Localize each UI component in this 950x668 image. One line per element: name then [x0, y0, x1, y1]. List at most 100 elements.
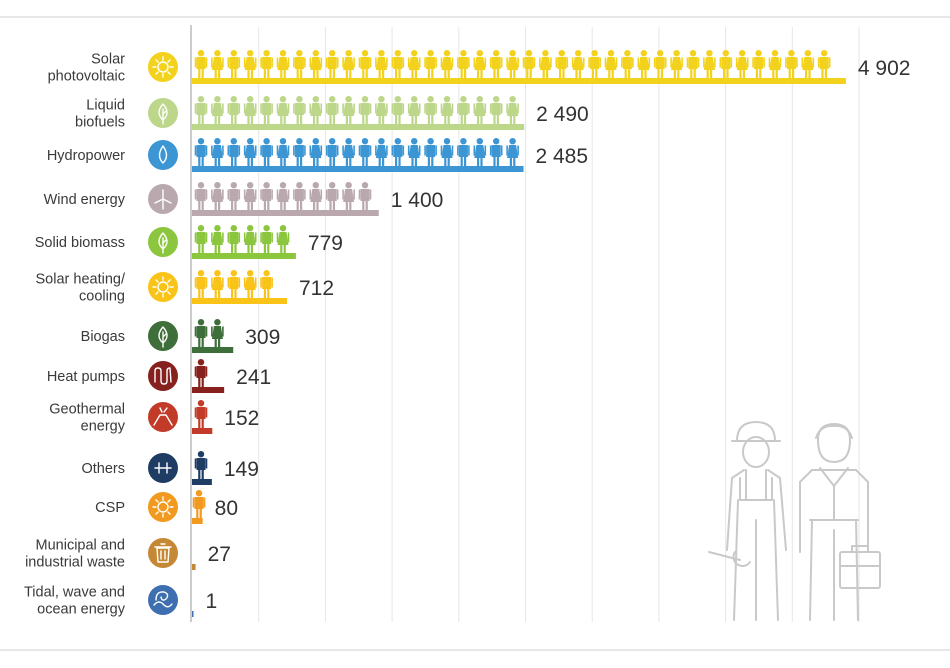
- person-icon: [457, 138, 470, 166]
- person-icon: [817, 50, 831, 78]
- bar: [192, 166, 524, 172]
- person-icon: [325, 182, 339, 210]
- person-icon: [194, 319, 208, 347]
- value-label: 152: [224, 407, 259, 430]
- value-label: 2 490: [536, 103, 589, 126]
- person-icon: [424, 138, 437, 166]
- person-icon: [227, 182, 241, 210]
- person-icon: [506, 138, 519, 166]
- person-icon: [243, 225, 257, 253]
- category-label: cooling: [79, 289, 125, 305]
- category-label: Wind energy: [44, 192, 126, 208]
- value-label: 309: [245, 326, 280, 349]
- person-icon: [555, 50, 569, 78]
- person-icon: [309, 96, 323, 124]
- water-drop-icon-glyph: [158, 145, 168, 164]
- person-icon: [260, 50, 273, 78]
- person-icon: [293, 182, 306, 210]
- leaf-icon-glyph: [158, 232, 168, 254]
- person-icon: [194, 400, 208, 428]
- volcano-icon-glyph: [153, 407, 173, 426]
- person-icon: [473, 50, 487, 78]
- person-icon: [260, 225, 273, 253]
- person-icon: [539, 50, 552, 78]
- person-icon: [391, 96, 405, 124]
- person-icon: [260, 96, 273, 124]
- person-icon: [194, 50, 208, 78]
- person-icon: [719, 50, 733, 78]
- person-icon: [735, 50, 749, 78]
- person-icon: [407, 50, 421, 78]
- bar: [192, 253, 296, 259]
- sun-icon-glyph: [152, 276, 174, 298]
- category-label: CSP: [95, 500, 125, 516]
- value-label: 4 902: [858, 57, 911, 80]
- bar: [192, 518, 203, 524]
- value-label: 779: [308, 232, 343, 255]
- bar-row: Wind energy 1 400: [44, 182, 443, 216]
- person-icon: [293, 50, 306, 78]
- bar: [192, 298, 287, 304]
- category-label: ocean energy: [37, 602, 126, 618]
- water-drop-icon: [148, 140, 178, 170]
- person-icon: [358, 182, 372, 210]
- heat-coil-icon: [148, 361, 178, 391]
- person-icon: [522, 50, 536, 78]
- person-icon: [325, 96, 339, 124]
- heat-coil-icon-glyph: [154, 367, 172, 385]
- person-icon: [211, 319, 224, 347]
- person-icon: [325, 50, 339, 78]
- category-label: Tidal, wave and: [24, 585, 125, 601]
- plus-minus-icon-glyph: [154, 462, 172, 474]
- person-icon: [375, 138, 388, 166]
- sun-icon-glyph: [152, 496, 174, 518]
- person-icon: [293, 138, 306, 166]
- person-icon: [440, 96, 454, 124]
- category-label: Geothermal: [49, 402, 125, 418]
- category-label: energy: [81, 419, 126, 435]
- person-icon: [391, 50, 405, 78]
- person-icon: [571, 50, 585, 78]
- bar: [192, 611, 194, 617]
- person-icon: [375, 50, 388, 78]
- person-icon: [375, 96, 388, 124]
- leaf-icon-glyph: [158, 326, 168, 348]
- bar-row: Solid biomass 779: [35, 225, 343, 259]
- value-label: 80: [215, 497, 238, 520]
- person-icon: [243, 138, 257, 166]
- person-icon: [588, 50, 601, 78]
- value-label: 2 485: [535, 145, 588, 168]
- category-label: Others: [81, 461, 125, 477]
- value-label: 241: [236, 366, 271, 389]
- person-icon: [309, 138, 323, 166]
- person-icon: [489, 50, 503, 78]
- person-icon: [325, 138, 339, 166]
- category-label: Liquid: [86, 98, 125, 114]
- bar-row: Hydropower 2 485: [47, 138, 588, 172]
- person-icon: [194, 270, 208, 298]
- person-icon: [785, 50, 798, 78]
- bar-row: Biogas 309: [81, 319, 280, 353]
- person-icon: [342, 96, 355, 124]
- bar: [192, 564, 196, 570]
- category-label: Solar: [91, 52, 125, 68]
- person-icon: [194, 138, 208, 166]
- person-icon: [243, 182, 257, 210]
- person-icon: [752, 50, 765, 78]
- bar: [192, 479, 212, 485]
- value-label: 712: [299, 277, 334, 300]
- person-icon: [211, 182, 224, 210]
- person-icon: [653, 50, 667, 78]
- person-icon: [407, 138, 421, 166]
- person-icon: [260, 138, 273, 166]
- person-icon: [276, 138, 290, 166]
- person-icon: [227, 96, 241, 124]
- person-icon: [293, 96, 306, 124]
- person-icon: [276, 225, 290, 253]
- category-label: Hydropower: [47, 148, 125, 164]
- person-icon: [489, 138, 503, 166]
